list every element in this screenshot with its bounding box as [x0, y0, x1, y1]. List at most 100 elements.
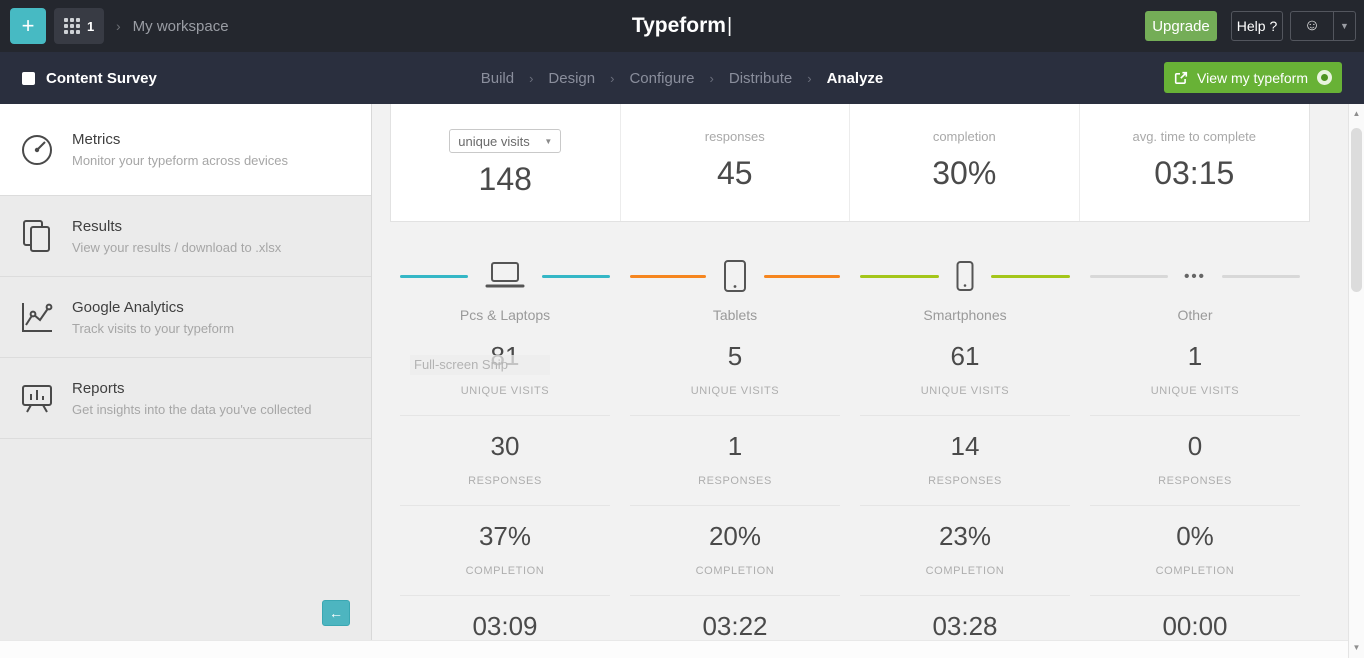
workflow-tabs: Build › Design › Configure › Distribute … [0, 52, 1364, 104]
stat-value: 00:00 [1162, 611, 1228, 641]
snip-watermark: Full-screen Snip [410, 355, 550, 375]
stat-responses: 30 RESPONSES [400, 415, 610, 505]
breadcrumb-workspace-link[interactable]: My workspace [132, 17, 229, 35]
presentation-chart-icon [18, 379, 56, 417]
devices-breakdown: Pcs & Laptops 81 UNIQUE VISITS 30 RESPON… [390, 254, 1310, 658]
device-column-pcs-laptops: Pcs & Laptops 81 UNIQUE VISITS 30 RESPON… [390, 254, 620, 658]
stat-completion: 23% COMPLETION [860, 505, 1070, 595]
laptop-icon [484, 261, 526, 291]
metric-selector[interactable]: unique visits ▼ [449, 129, 562, 153]
sidebar-item-subtitle: View your results / download to .xlsx [72, 239, 282, 255]
device-header [390, 254, 620, 298]
stat-value: 0 [1187, 431, 1203, 461]
stat-label: UNIQUE VISITS [460, 385, 550, 397]
line-chart-icon [18, 298, 56, 336]
device-name: Tablets [712, 307, 758, 323]
tablet-icon [722, 259, 748, 293]
stat-value: 1 [727, 431, 743, 461]
stat-label: UNIQUE VISITS [920, 385, 1010, 397]
external-link-icon [1174, 71, 1188, 85]
accent-line [400, 274, 468, 278]
metric-label: avg. time to complete [1132, 129, 1257, 144]
clipboard-icon [18, 217, 56, 255]
stat-value: 61 [950, 341, 980, 371]
tab-configure[interactable]: Configure [629, 69, 695, 87]
chevron-right-icon: › [529, 70, 534, 86]
new-typeform-button[interactable]: + [10, 8, 46, 44]
tab-build[interactable]: Build [480, 69, 515, 87]
stat-label: COMPLETION [925, 565, 1005, 577]
sidebar-item-subtitle: Get insights into the data you've collec… [72, 401, 312, 417]
metric-label: completion [932, 129, 996, 144]
device-column-tablets: Tablets 5 UNIQUE VISITS 1 RESPONSES 20% … [620, 254, 850, 658]
tab-analyze[interactable]: Analyze [826, 69, 884, 87]
chevron-right-icon: › [116, 18, 121, 34]
stat-label: COMPLETION [465, 565, 545, 577]
vertical-scrollbar[interactable]: ▲ ▼ [1348, 104, 1364, 658]
sidebar-item-metrics[interactable]: Metrics Monitor your typeform across dev… [0, 104, 371, 196]
stat-label: RESPONSES [698, 475, 772, 487]
collapse-sidebar-button[interactable]: ← [322, 600, 350, 626]
view-typeform-button[interactable]: View my typeform [1164, 62, 1342, 93]
sidebar-item-results[interactable]: Results View your results / download to … [0, 196, 371, 277]
sidebar-item-subtitle: Monitor your typeform across devices [72, 153, 289, 168]
view-typeform-label: View my typeform [1197, 69, 1308, 86]
stat-value: 0% [1176, 521, 1214, 551]
stat-value: 1 [1187, 341, 1203, 371]
metric-value: 30% [932, 155, 997, 191]
stat-unique-visits: 61 UNIQUE VISITS [860, 323, 1070, 415]
stat-value: 03:22 [702, 611, 768, 641]
scrollbar-thumb[interactable] [1351, 128, 1362, 292]
gauge-icon [18, 131, 56, 169]
scroll-down-button[interactable]: ▼ [1352, 643, 1361, 652]
smiley-icon: ☺ [1291, 12, 1334, 40]
scroll-up-button[interactable]: ▲ [1352, 109, 1361, 118]
workspaces-grid-button[interactable]: 1 [54, 8, 105, 44]
text-caret: | [726, 14, 733, 37]
stat-label: RESPONSES [468, 475, 542, 487]
accent-line [860, 274, 939, 278]
tab-design[interactable]: Design [548, 69, 596, 87]
sidebar-item-google-analytics[interactable]: Google Analytics Track visits to your ty… [0, 277, 371, 358]
accent-line [542, 274, 610, 278]
sidebar-item-title: Results [72, 217, 123, 235]
stat-label: COMPLETION [1155, 565, 1235, 577]
stat-value: 5 [727, 341, 743, 371]
metric-selector-value: unique visits [458, 133, 530, 149]
device-name: Other [1177, 307, 1213, 323]
stat-value: 23% [938, 521, 992, 551]
help-button[interactable]: Help ? [1231, 11, 1283, 41]
tab-distribute[interactable]: Distribute [728, 69, 793, 87]
apps-grid-icon [64, 18, 80, 34]
sidebar-item-subtitle: Track visits to your typeform [72, 320, 235, 336]
stat-completion: 20% COMPLETION [630, 505, 840, 595]
chevron-right-icon: › [610, 70, 615, 86]
top-bar: + 1 › My workspace Typeform | Upgrade He… [0, 0, 1364, 52]
metric-value: 45 [716, 155, 753, 191]
stat-value: 14 [950, 431, 980, 461]
device-column-other: ••• Other 1 UNIQUE VISITS 0 RESPONSES 0%… [1080, 254, 1310, 658]
summary-col-responses: responses 45 [621, 104, 850, 221]
form-header-bar: Content Survey Build › Design › Configur… [0, 52, 1364, 104]
account-menu-button[interactable]: ☺ ▼ [1290, 11, 1356, 41]
stat-responses: 0 RESPONSES [1090, 415, 1300, 505]
device-name: Smartphones [923, 307, 1007, 323]
ellipsis-icon: ••• [1184, 267, 1206, 285]
upgrade-button[interactable]: Upgrade [1145, 11, 1217, 41]
accent-line [630, 274, 706, 278]
sidebar-item-reports[interactable]: Reports Get insights into the data you'v… [0, 358, 371, 439]
accent-line [1090, 274, 1169, 278]
stat-label: UNIQUE VISITS [1150, 385, 1240, 397]
smartphone-icon [955, 260, 975, 292]
horizontal-scrollbar[interactable] [0, 640, 1348, 658]
stat-value: 03:28 [932, 611, 998, 641]
stat-value: 37% [478, 521, 532, 551]
chevron-right-icon: › [709, 70, 714, 86]
chevron-down-icon: ▼ [1340, 21, 1349, 31]
form-name: Content Survey [46, 69, 157, 87]
workspace-count: 1 [87, 18, 95, 34]
device-column-smartphones: Smartphones 61 UNIQUE VISITS 14 RESPONSE… [850, 254, 1080, 658]
stat-label: COMPLETION [695, 565, 775, 577]
stat-label: UNIQUE VISITS [690, 385, 780, 397]
